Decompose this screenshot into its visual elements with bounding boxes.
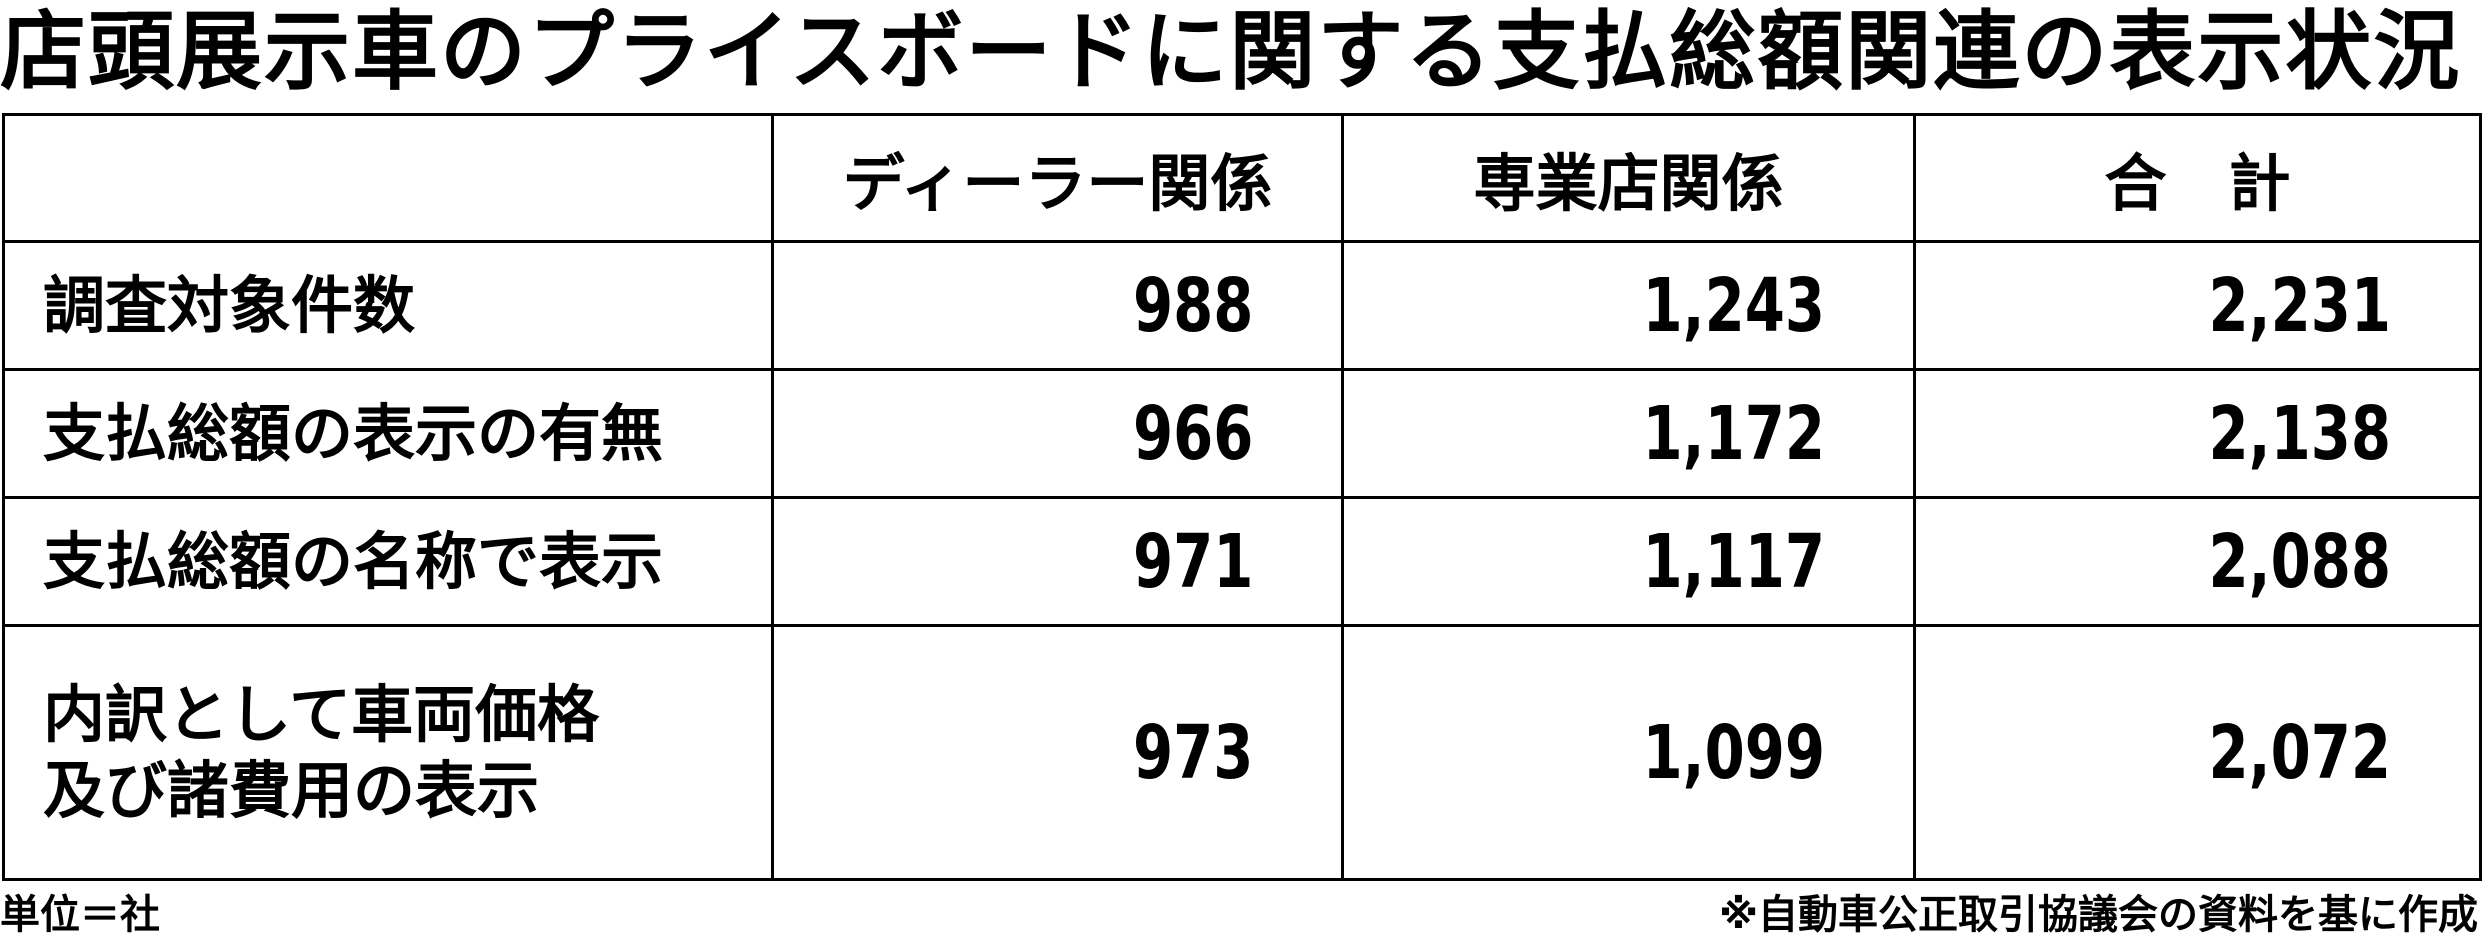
cell-dealer: 988 xyxy=(771,240,1344,371)
cell-specialty-store: 1,172 xyxy=(1341,368,1916,499)
header-empty xyxy=(2,113,774,243)
row-label: 調査対象件数 xyxy=(2,240,774,371)
row-label: 支払総額の名称で表示 xyxy=(2,496,774,627)
cell-specialty-store: 1,243 xyxy=(1341,240,1916,371)
cell-total: 2,088 xyxy=(1913,496,2482,627)
table-row: 支払総額の名称で表示 971 1,117 2,088 xyxy=(2,496,2482,627)
table-row: 内訳として車両価格 及び諸費用の表示 973 1,099 2,072 xyxy=(2,624,2482,881)
row-label: 支払総額の表示の有無 xyxy=(2,368,774,499)
cell-total: 2,072 xyxy=(1913,624,2482,881)
data-table: ディーラー関係 専業店関係 合 計 調査対象件数 988 1,243 2,231… xyxy=(2,113,2482,881)
unit-note: 単位＝社 xyxy=(0,892,160,938)
table-header-row: ディーラー関係 専業店関係 合 計 xyxy=(2,113,2482,243)
cell-dealer: 973 xyxy=(771,624,1344,881)
row-label-line: 内訳として車両価格 xyxy=(43,677,600,751)
row-label-line: 及び諸費用の表示 xyxy=(43,753,540,827)
cell-specialty-store: 1,117 xyxy=(1341,496,1916,627)
header-dealer: ディーラー関係 xyxy=(771,113,1344,243)
header-total: 合 計 xyxy=(1913,113,2482,243)
table-row: 調査対象件数 988 1,243 2,231 xyxy=(2,240,2482,371)
cell-total: 2,231 xyxy=(1913,240,2482,371)
table-row: 支払総額の表示の有無 966 1,172 2,138 xyxy=(2,368,2482,499)
row-label: 内訳として車両価格 及び諸費用の表示 xyxy=(2,624,774,881)
cell-dealer: 966 xyxy=(771,368,1344,499)
cell-total: 2,138 xyxy=(1913,368,2482,499)
header-specialty-store: 専業店関係 xyxy=(1341,113,1916,243)
source-note: ※自動車公正取引協議会の資料を基に作成 xyxy=(1719,892,2478,938)
cell-dealer: 971 xyxy=(771,496,1344,627)
page-title: 店頭展示車のプライスボードに関する支払総額関連の表示状況 xyxy=(0,2,2462,102)
cell-specialty-store: 1,099 xyxy=(1341,624,1916,881)
